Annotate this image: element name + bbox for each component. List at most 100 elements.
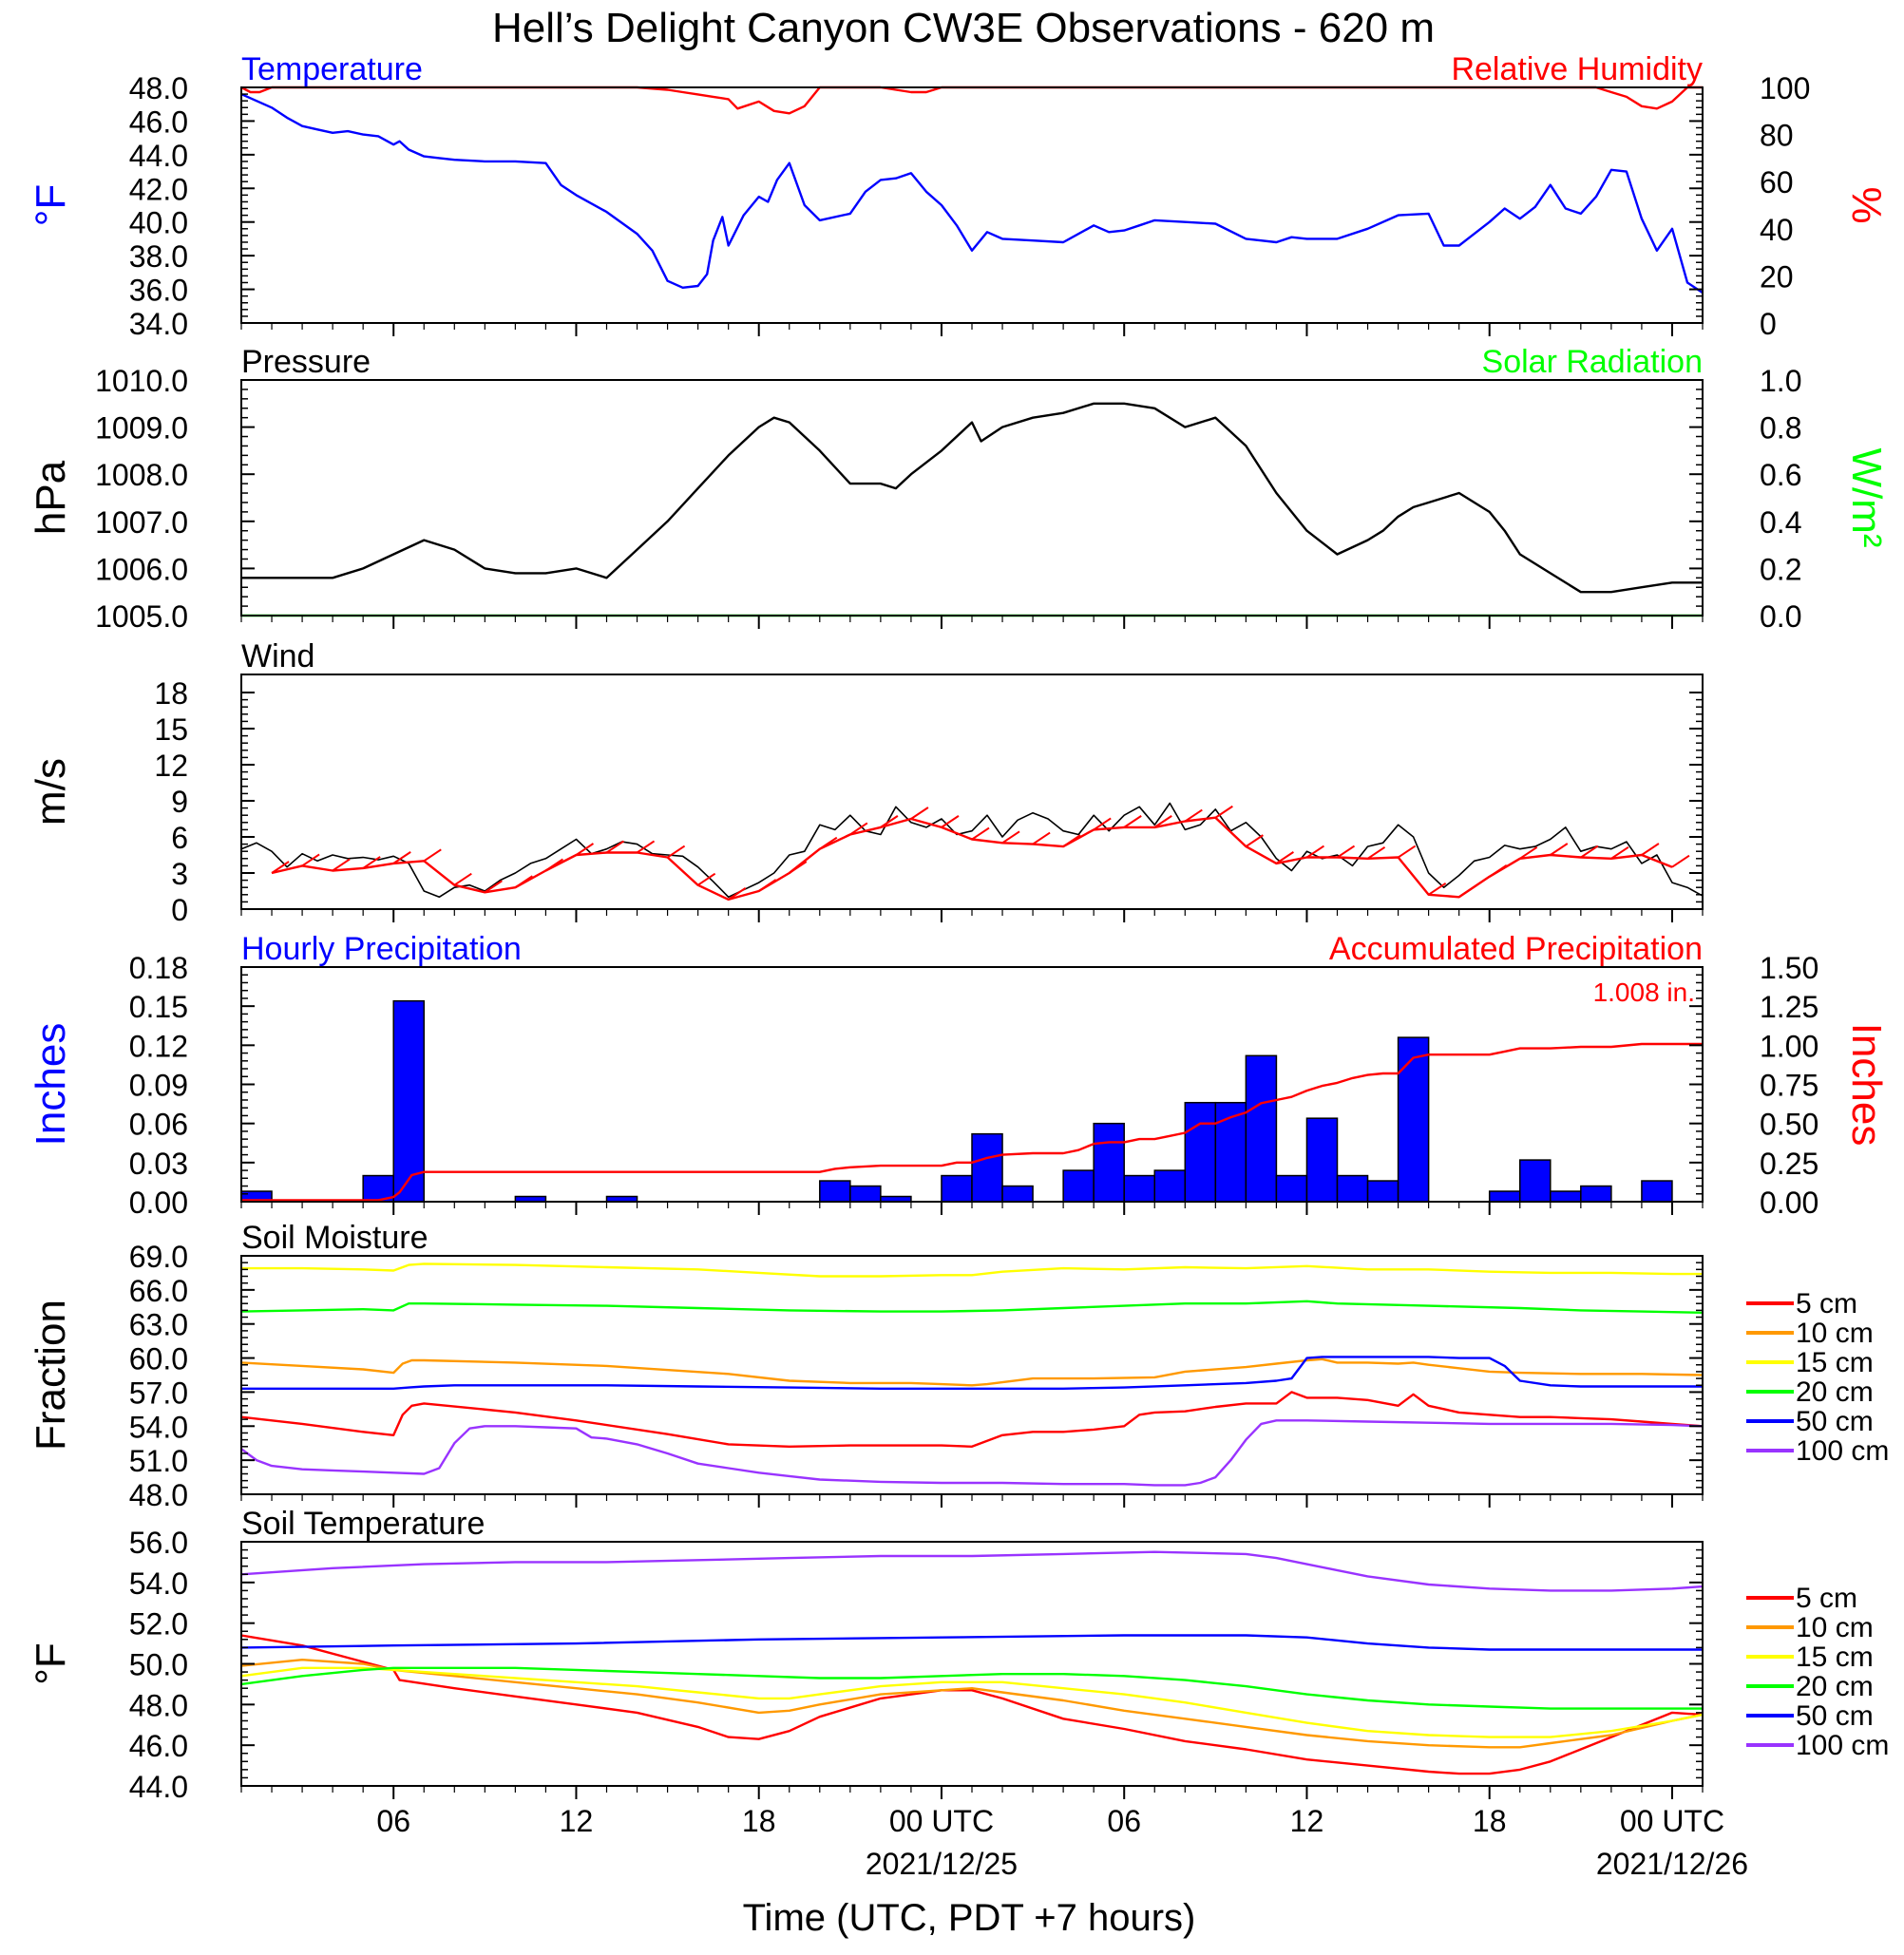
panel-left-title: Pressure (241, 344, 371, 380)
series-temperature (240, 93, 1704, 294)
y-tick-label: 44.0 (129, 139, 188, 173)
wind-barb (1214, 805, 1233, 819)
series-15-cm (241, 1262, 1703, 1278)
y-tick-label: 46.0 (129, 1729, 188, 1763)
wind-barb (1153, 815, 1172, 828)
wind-barb (1184, 808, 1203, 823)
wind-barb (667, 845, 686, 859)
legend-label: 50 cm (1796, 1700, 1874, 1732)
precip-bar (1123, 1174, 1156, 1203)
y-tick-label: 46.0 (129, 104, 188, 139)
y-axis-label: °F (28, 1642, 74, 1684)
wind-barb (1550, 843, 1569, 856)
y-right-tick-label: 1.25 (1760, 990, 1818, 1024)
y-right-tick-label: 1.0 (1760, 364, 1801, 398)
panel-soil_temperature: 44.0 46.0 48.0 50.0 52.0 54.0 56.0 Soil Tempera… (28, 1506, 1889, 1804)
y-axis-label: °F (28, 184, 74, 226)
y-tick-label: 36.0 (129, 274, 188, 308)
y-tick-label: 18 (154, 676, 188, 711)
wind-barb (605, 840, 625, 854)
panel-left-title: Soil Moisture (241, 1220, 428, 1256)
y-tick-label: 0.18 (129, 951, 188, 985)
panel-soil_moisture: 48.051.054.057.060.063.066.069.0 Soil Moi… (28, 1220, 1889, 1512)
precip-bar (1305, 1117, 1339, 1203)
y-right-tick-label: 0.75 (1760, 1069, 1818, 1103)
panel-frame (240, 1541, 1704, 1787)
precip-bar (392, 999, 426, 1203)
precip-bar (1488, 1190, 1521, 1203)
wind-barb (1671, 854, 1690, 868)
y-tick-label: 12 (154, 749, 188, 783)
x-tick-label: 18 (742, 1804, 776, 1838)
x-tick-label: 06 (1107, 1804, 1141, 1838)
legend-label: 10 cm (1796, 1318, 1874, 1349)
y-right-tick-label: 0.4 (1760, 505, 1801, 540)
y-tick-label: 0.09 (129, 1069, 188, 1103)
wind-barb (514, 875, 533, 889)
legend-label: 5 cm (1796, 1288, 1857, 1319)
y-tick-label: 0.06 (129, 1108, 188, 1142)
precip-bar (1153, 1169, 1187, 1203)
y-tick-label: 69.0 (129, 1240, 188, 1274)
series-5-cm (240, 1391, 1704, 1449)
y-tick-label: 15 (154, 712, 188, 747)
y-tick-label: 6 (171, 821, 188, 855)
precip-bar (1366, 1180, 1399, 1203)
x-tick-label: 18 (1473, 1804, 1507, 1838)
wind-barb (1001, 830, 1020, 845)
panel-left-title: Temperature (241, 51, 423, 87)
precip-bar (1001, 1185, 1034, 1203)
y-tick-label: 38.0 (129, 239, 188, 274)
y-right-tick-label: 0 (1760, 307, 1777, 341)
wind-barb (941, 815, 960, 828)
wind-barb (1366, 845, 1386, 860)
wind-barb (1093, 817, 1112, 831)
y-axis-label: m/s (28, 758, 74, 826)
wind-barb (1610, 845, 1629, 860)
wind-barb (362, 856, 381, 869)
series-relative-humidity (240, 85, 1703, 115)
y-tick-label: 48.0 (129, 71, 188, 105)
legend-label: 50 cm (1796, 1406, 1874, 1437)
y-right-tick-label: 80 (1760, 119, 1794, 153)
wind-barb (971, 826, 990, 841)
y-tick-label: 0.00 (129, 1186, 188, 1220)
wind-barb (423, 848, 442, 863)
wind-barb (910, 807, 929, 820)
y-tick-label: 57.0 (129, 1376, 188, 1410)
y-tick-label: 0.15 (129, 990, 188, 1024)
y-tick-label: 52.0 (129, 1607, 188, 1642)
precip-bar (849, 1185, 882, 1203)
panel-temperature_humidity: 34.036.038.040.042.044.046.048.0 0 20 40 60 8… (28, 51, 1890, 341)
legend-label: 100 cm (1796, 1730, 1889, 1761)
x-date-label: 2021/12/25 (866, 1847, 1018, 1881)
series-100-cm (240, 1550, 1704, 1592)
series-20-cm (240, 1300, 1704, 1314)
wind-barb (849, 822, 868, 836)
precip-bar (1184, 1101, 1217, 1203)
precip-bar (1275, 1174, 1308, 1203)
wind-barb (1580, 845, 1599, 859)
y-right-axis-label: W/m² (1843, 447, 1890, 547)
x-axis-label: Time (UTC, PDT +7 hours) (743, 1897, 1196, 1939)
precip-bar (1336, 1174, 1369, 1203)
precip-bar (1550, 1190, 1582, 1203)
wind-barb (271, 861, 290, 874)
precip-bar (819, 1180, 851, 1203)
y-tick-label: 3 (171, 857, 188, 891)
legend-label: 15 cm (1796, 1642, 1874, 1673)
y-right-tick-label: 20 (1760, 259, 1794, 294)
y-tick-label: 1010.0 (95, 364, 188, 398)
wind-barb (392, 851, 411, 864)
legend-label: 10 cm (1796, 1612, 1874, 1643)
precip-bar (1519, 1159, 1552, 1203)
y-right-tick-label: 1.50 (1760, 951, 1818, 985)
x-axis: 06 12 18 00 UTC 2021/12/25 06 12 18 00 UTC 2021/1… (376, 1804, 1748, 1881)
wind-barb (1519, 845, 1538, 860)
precip-bar (1397, 1036, 1430, 1203)
legend-label: 15 cm (1796, 1347, 1874, 1378)
y-tick-label: 1006.0 (95, 552, 188, 586)
legend-label: 5 cm (1796, 1583, 1857, 1614)
y-tick-label: 48.0 (129, 1688, 188, 1722)
